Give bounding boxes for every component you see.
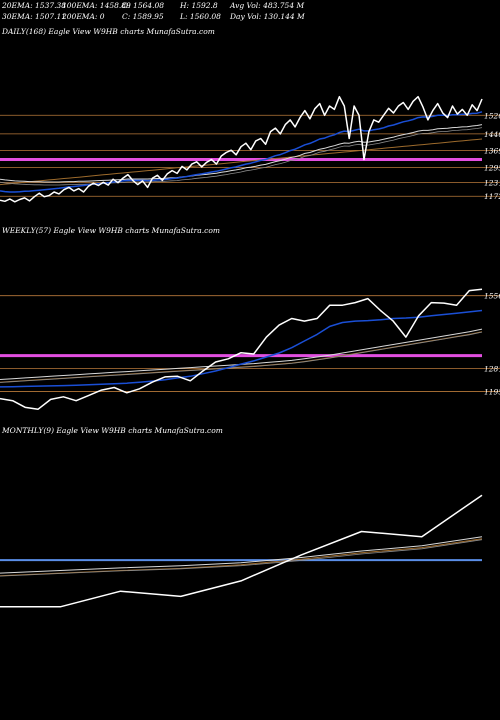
y-tick-label: 1556 bbox=[484, 292, 500, 301]
daily-panel-title: DAILY(168) Eagle View W9HB charts Munafa… bbox=[2, 27, 215, 36]
ema-slow-shadow-line bbox=[0, 331, 483, 383]
monthly-chart bbox=[0, 494, 483, 608]
ema-slow-line bbox=[0, 124, 483, 183]
y-tick-label: 1172 bbox=[484, 192, 500, 201]
header-row-1: 20EMA: 1537.38100EMA: 1458.89O: 1564.08 H… bbox=[2, 1, 304, 10]
y-tick-label: 1369 bbox=[484, 146, 500, 155]
header-row-2: 30EMA: 1507.11200EMA: 0 C: 1589.95 L: 1560… bbox=[2, 12, 305, 21]
ema20-value: 20EMA: 1537.38 bbox=[2, 1, 67, 10]
monthly-panel-title: MONTHLY(9) Eagle View W9HB charts Munafa… bbox=[2, 426, 223, 435]
day-vol-value: Day Vol: 130.144 M bbox=[230, 12, 305, 21]
y-tick-label: 1440 bbox=[484, 130, 500, 139]
avg-vol-value: Avg Vol: 483.754 M bbox=[230, 1, 305, 10]
price-line bbox=[0, 494, 483, 608]
ema-slow-line bbox=[0, 536, 483, 574]
y-tick-label: 1295 bbox=[484, 164, 500, 173]
y-tick-label: 1520 bbox=[484, 111, 500, 120]
ema30-value: 30EMA: 1507.11 bbox=[2, 12, 67, 21]
weekly-panel-title: WEEKLY(57) Eagle View W9HB charts Munafa… bbox=[2, 226, 220, 235]
ema100-value: 100EMA: 1458.89 bbox=[62, 1, 131, 10]
ema-fast-line bbox=[0, 111, 483, 193]
high-value: H: 1592.8 bbox=[180, 1, 218, 10]
low-value: L: 1560.08 bbox=[180, 12, 221, 21]
price-line bbox=[0, 288, 483, 410]
ema-long-line bbox=[0, 138, 483, 186]
open-value: O: 1564.08 bbox=[122, 1, 165, 10]
ema200-value: 200EMA: 0 bbox=[62, 12, 105, 21]
ema-slow-shadow-line bbox=[0, 539, 483, 577]
price-line bbox=[0, 95, 483, 203]
y-tick-label: 1195 bbox=[484, 387, 500, 396]
ema-fast-line bbox=[0, 309, 483, 388]
ema-slow-shadow-line bbox=[0, 127, 483, 186]
close-value: C: 1589.95 bbox=[122, 12, 164, 21]
